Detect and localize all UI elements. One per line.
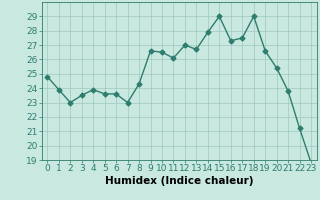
X-axis label: Humidex (Indice chaleur): Humidex (Indice chaleur) [105,176,253,186]
